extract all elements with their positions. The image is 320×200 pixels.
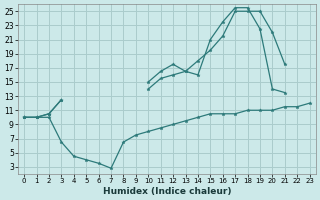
X-axis label: Humidex (Indice chaleur): Humidex (Indice chaleur) (103, 187, 231, 196)
